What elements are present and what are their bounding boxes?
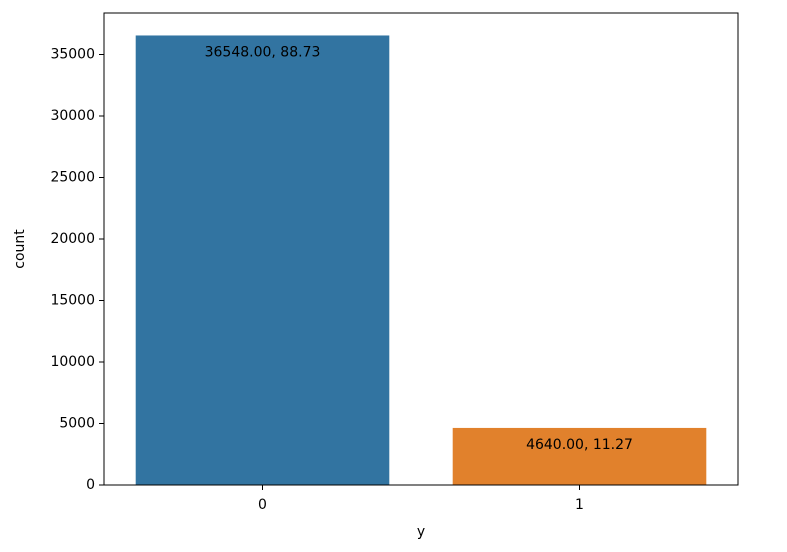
y-tick-label: 10000 xyxy=(50,354,95,370)
y-tick-label: 35000 xyxy=(50,47,95,63)
x-axis-label: y xyxy=(417,524,425,540)
bar xyxy=(135,35,390,486)
value-label: 36548.00, 88.73 xyxy=(205,44,321,60)
y-tick-label: 20000 xyxy=(50,231,95,247)
value-label: 4640.00, 11.27 xyxy=(526,437,633,453)
y-tick-label: 5000 xyxy=(59,416,95,432)
y-tick-label: 25000 xyxy=(50,170,95,186)
plot-frame xyxy=(103,12,739,486)
x-tick-label: 1 xyxy=(575,497,584,513)
y-axis-label: count xyxy=(12,229,28,269)
y-tick-label: 15000 xyxy=(50,293,95,309)
y-tick-label: 0 xyxy=(86,477,95,493)
x-tick-label: 0 xyxy=(258,497,267,513)
y-tick-label: 30000 xyxy=(50,108,95,124)
bar xyxy=(452,427,707,485)
